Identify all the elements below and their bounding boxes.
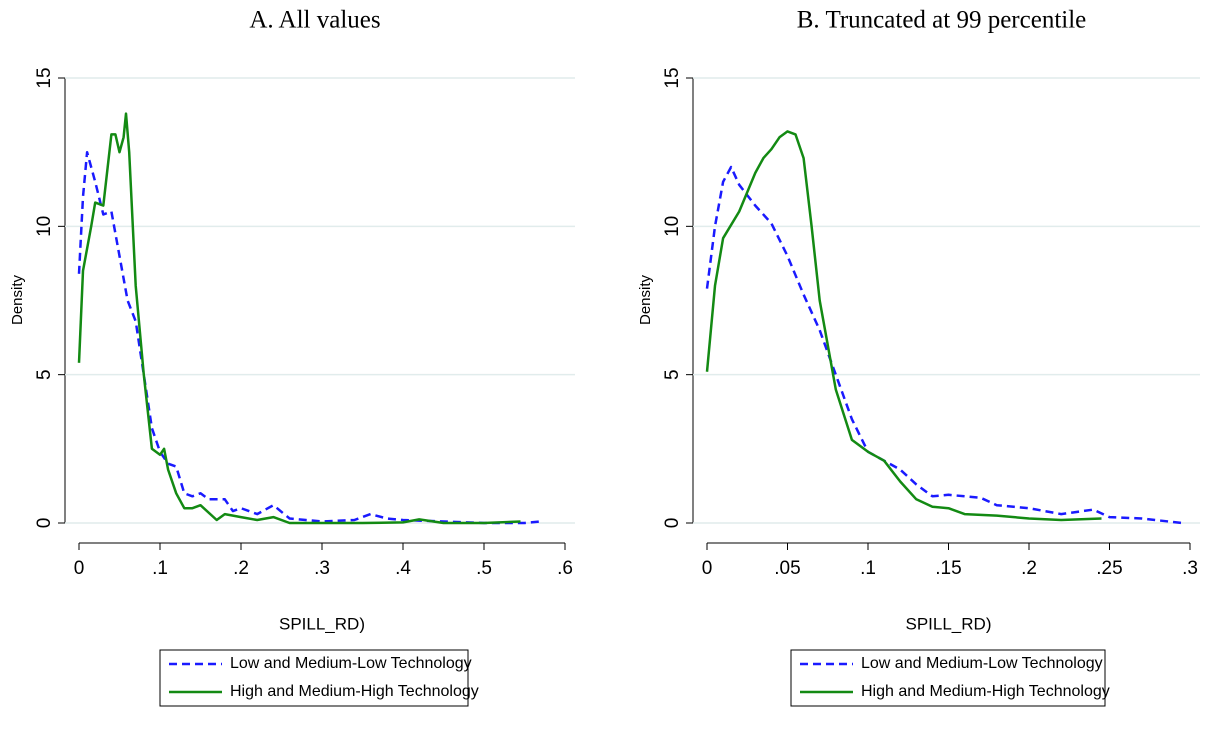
y-tick-label: 10 [34,216,55,237]
series-line [77,150,541,525]
x-tick-label: .4 [395,558,411,579]
x-axis-title: SPILL_RD) [279,614,365,633]
y-tick-label: 0 [662,518,683,529]
x-tick-label: .3 [314,558,330,579]
legend-label: High and Medium-High Technology [861,683,1110,700]
x-tick-label: .25 [1096,558,1122,579]
x-tick-label: 0 [702,558,713,579]
series-line [705,165,1183,525]
y-axis-title: Density [9,274,26,325]
y-axis-title: Density [637,274,654,325]
y-tick-label: 15 [662,67,683,88]
y-tick-label: 10 [662,216,683,237]
x-tick-label: .1 [860,558,876,579]
y-tick-label: 5 [34,369,55,380]
x-tick-label: .2 [1021,558,1037,579]
y-tick-label: 5 [662,369,683,380]
series-line [77,112,521,525]
x-tick-label: .15 [935,558,961,579]
x-tick-label: .3 [1182,558,1198,579]
series-line [705,130,1102,522]
legend-box [159,649,469,707]
legend-label: Low and Medium-Low Technology [861,655,1103,672]
panel-title: A. All values [249,7,380,34]
panel-title: B. Truncated at 99 percentile [797,7,1087,34]
legend-label: Low and Medium-Low Technology [230,655,472,672]
x-tick-label: .05 [774,558,800,579]
legend-label: High and Medium-High Technology [230,683,479,700]
y-tick-label: 15 [34,67,55,88]
y-tick-label: 0 [34,518,55,529]
x-axis-title: SPILL_RD) [906,614,992,633]
x-tick-label: .5 [476,558,492,579]
x-tick-label: .2 [233,558,249,579]
x-tick-label: .1 [152,558,168,579]
x-tick-label: .6 [557,558,573,579]
legend-box [790,649,1106,707]
x-tick-label: 0 [74,558,85,579]
